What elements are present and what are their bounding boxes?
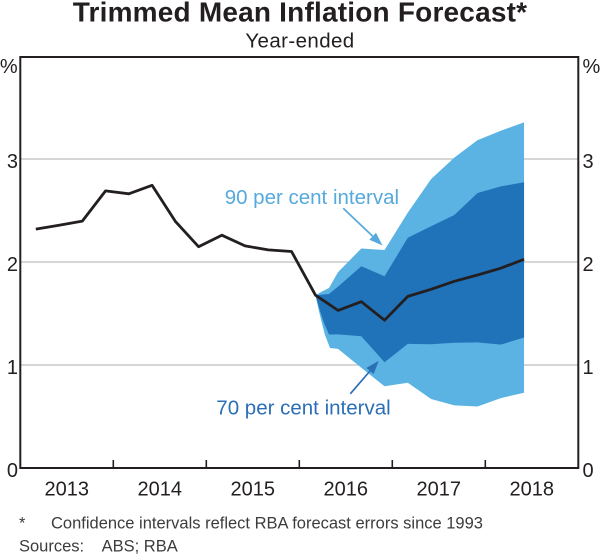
svg-text:2: 2 (583, 254, 594, 276)
svg-text:0: 0 (583, 460, 594, 482)
svg-text:%: % (0, 56, 18, 78)
svg-text:2017: 2017 (417, 478, 462, 500)
svg-text:0: 0 (7, 460, 18, 482)
svg-text:2014: 2014 (138, 478, 183, 500)
svg-text:70 per cent interval: 70 per cent interval (216, 397, 390, 420)
svg-text:3: 3 (7, 151, 18, 173)
svg-text:2: 2 (7, 254, 18, 276)
svg-text:Confidence intervals reflect R: Confidence intervals reflect RBA forecas… (51, 515, 483, 533)
svg-text:2016: 2016 (324, 478, 369, 500)
svg-text:3: 3 (583, 151, 594, 173)
svg-text:%: % (583, 56, 600, 78)
svg-text:ABS; RBA: ABS; RBA (102, 538, 178, 556)
svg-text:1: 1 (7, 357, 18, 379)
svg-text:1: 1 (583, 357, 594, 379)
svg-text:Sources:: Sources: (19, 538, 84, 556)
svg-text:Trimmed Mean Inflation Forecas: Trimmed Mean Inflation Forecast* (73, 0, 528, 28)
svg-text:2013: 2013 (45, 478, 90, 500)
svg-text:90 per cent interval: 90 per cent interval (225, 186, 399, 209)
svg-text:2018: 2018 (510, 478, 555, 500)
svg-text:Year-ended: Year-ended (245, 30, 354, 53)
svg-text:*: * (19, 515, 26, 533)
svg-text:2015: 2015 (231, 478, 276, 500)
